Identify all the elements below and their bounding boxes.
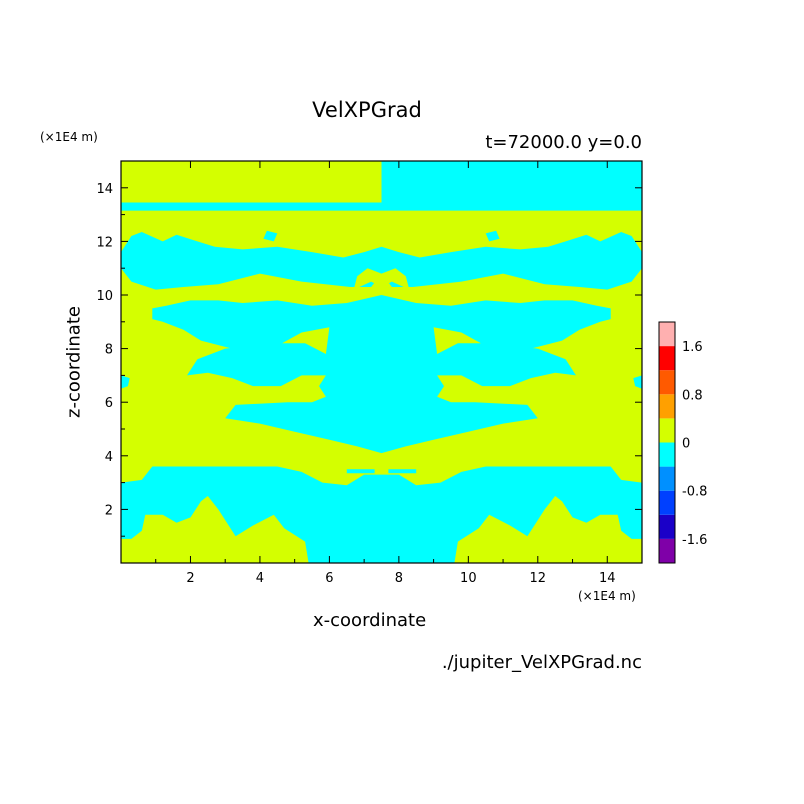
y-tick-label-5: 12 xyxy=(96,235,113,250)
negative-region-left-6 xyxy=(346,469,375,474)
y-tick-label-1: 4 xyxy=(105,450,113,465)
positive-island-left-1 xyxy=(121,220,137,239)
colorbar-frame xyxy=(658,321,676,564)
positive-island-right-1 xyxy=(626,220,642,239)
x-tick-label-6: 14 xyxy=(599,571,616,586)
negative-region-right-5 xyxy=(451,514,465,523)
x-tick-label-4: 10 xyxy=(460,571,477,586)
y-unit-label: (×1E4 m) xyxy=(40,130,98,144)
negative-region-left-0 xyxy=(121,202,382,211)
negative-region-right-3 xyxy=(381,466,642,563)
negative-region-right-1 xyxy=(381,232,642,290)
positive-island-left-3 xyxy=(322,230,337,239)
x-tick-label-2: 6 xyxy=(325,571,333,586)
negative-region-left-1 xyxy=(121,232,382,290)
y-tick-label-0: 2 xyxy=(105,503,113,518)
x-tick-label-5: 12 xyxy=(530,571,547,586)
colorbar-label-3: -0.8 xyxy=(682,485,707,500)
positive-island-right-0 xyxy=(551,512,578,550)
positive-island-right-3 xyxy=(426,230,441,239)
negative-region-left-3 xyxy=(121,466,382,563)
negative-region-left-7 xyxy=(263,230,278,242)
colorbar-label-4: -1.6 xyxy=(682,533,707,548)
x-unit-label: (×1E4 m) xyxy=(578,589,636,603)
chart-subtitle: t=72000.0 y=0.0 xyxy=(485,132,642,153)
axes: 2 4 6 8 10 12 14 2 4 6 8 10 12 14 xyxy=(96,161,642,586)
y-axis-label: z-coordinate xyxy=(63,306,85,418)
x-axis-label: x-coordinate xyxy=(313,610,427,631)
y-tick-label-6: 14 xyxy=(96,182,113,197)
negative-region-left-5 xyxy=(298,514,312,523)
colorbar-label-2: 0 xyxy=(682,437,690,452)
contour-field xyxy=(121,161,642,563)
y-tick-label-3: 8 xyxy=(105,343,113,358)
plot-frame xyxy=(120,160,643,564)
chart-title: VelXPGrad xyxy=(312,98,422,122)
positive-island-right-2 xyxy=(381,268,410,290)
source-file-label: ./jupiter_VelXPGrad.nc xyxy=(441,652,642,673)
negative-region-right-6 xyxy=(388,469,417,474)
colorbar-segment-4 xyxy=(659,442,675,467)
positive-island-left-0 xyxy=(185,512,212,550)
negative-region-right-4 xyxy=(633,375,642,389)
y-tick-label-2: 6 xyxy=(105,396,113,411)
x-tick-label-0: 2 xyxy=(186,571,194,586)
negative-region-left-4 xyxy=(121,375,130,389)
colorbar-segment-8 xyxy=(659,346,675,371)
negative-region-left-2 xyxy=(152,295,382,454)
colorbar-segment-2 xyxy=(659,490,675,515)
colorbar-segment-0 xyxy=(659,538,675,563)
colorbar-segment-9 xyxy=(659,322,675,347)
x-tick-label-1: 4 xyxy=(256,571,264,586)
colorbar-label-1: 0.8 xyxy=(682,388,703,403)
positive-island-left-2 xyxy=(353,268,382,290)
negative-region-right-0 xyxy=(381,202,642,211)
y-tick-label-4: 10 xyxy=(96,289,113,304)
negative-top-right xyxy=(381,161,642,203)
colorbar: 1.6 0.8 0 -0.8 -1.6 xyxy=(658,321,707,564)
colorbar-segment-1 xyxy=(659,514,675,539)
colorbar-segment-5 xyxy=(659,418,675,443)
x-tick-label-3: 8 xyxy=(395,571,403,586)
colorbar-label-0: 1.6 xyxy=(682,340,703,355)
colorbar-segment-3 xyxy=(659,466,675,491)
negative-region-right-7 xyxy=(485,230,500,242)
colorbar-segment-6 xyxy=(659,394,675,419)
negative-region-right-2 xyxy=(381,295,611,454)
colorbar-segment-7 xyxy=(659,370,675,395)
